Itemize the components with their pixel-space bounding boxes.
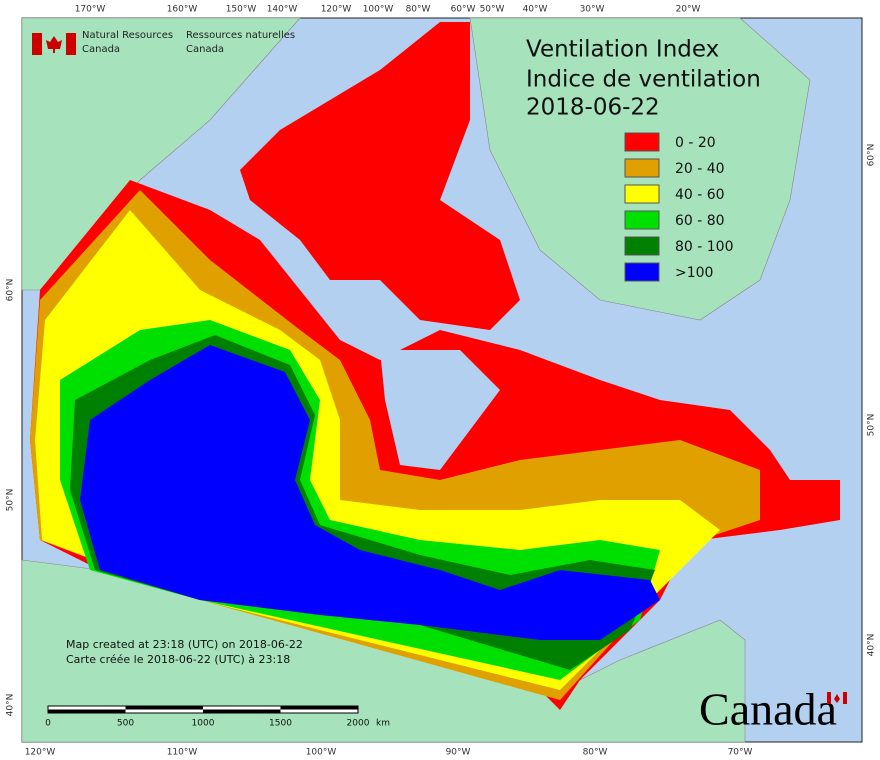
flag-leaf	[834, 694, 840, 703]
date: 2018-06-22	[526, 95, 660, 121]
alaska	[21, 17, 301, 291]
legend-label: 40 - 60	[675, 187, 725, 203]
latitude-label: 50°N	[6, 489, 16, 512]
longitude-label: 30°W	[580, 5, 605, 15]
scale-bar-segment	[280, 706, 358, 710]
longitude-label: 100°W	[363, 5, 394, 15]
latitude-label: 50°N	[867, 414, 877, 437]
title: Ventilation Index	[526, 37, 719, 63]
legend-swatch	[624, 184, 660, 204]
flag-bar	[32, 33, 42, 55]
agency-name: Canada	[186, 44, 224, 55]
longitude-label: 70°W	[728, 748, 753, 758]
hudson-bay	[380, 350, 500, 470]
flag-bar	[827, 692, 831, 704]
scale-label: 1500	[269, 719, 292, 729]
note: Map created at 23:18 (UTC) on 2018-06-22	[66, 638, 303, 651]
longitude-label: 170°W	[75, 5, 106, 15]
legend-label: 60 - 80	[675, 213, 725, 229]
legend-label: 0 - 20	[675, 135, 716, 151]
flag-bar	[66, 33, 76, 55]
longitude-label: 100°W	[306, 748, 337, 758]
longitude-label: 50°W	[480, 5, 505, 15]
longitude-label: 110°W	[167, 748, 198, 758]
scale-bar-segment	[48, 709, 126, 713]
longitude-label: 160°W	[167, 5, 198, 15]
legend-swatch	[624, 262, 660, 282]
agency-name: Ressources naturelles	[186, 30, 295, 41]
legend-swatch	[624, 132, 660, 152]
latitude-label: 60°N	[867, 144, 877, 167]
latitude-label: 40°N	[867, 634, 877, 657]
flag-logo	[32, 33, 76, 55]
wordmark-flag	[827, 692, 847, 704]
scale-label: 500	[117, 719, 134, 729]
longitude-label: 140°W	[267, 5, 298, 15]
longitude-label: 120°W	[25, 748, 56, 758]
legend-label: 20 - 40	[675, 161, 725, 177]
wordmark: Canada	[699, 684, 837, 735]
longitude-label: 20°W	[676, 5, 701, 15]
agency-name: Canada	[82, 44, 120, 55]
legend-swatch	[624, 158, 660, 178]
longitude-label: 40°W	[523, 5, 548, 15]
longitude-label: 80°W	[583, 748, 608, 758]
scale-label: 1000	[192, 719, 215, 729]
scale-unit: km	[376, 719, 390, 729]
longitude-label: 90°W	[446, 748, 471, 758]
longitude-label: 120°W	[321, 5, 352, 15]
index-field	[30, 22, 840, 710]
arctic-islands	[240, 22, 520, 330]
scale-label: 0	[45, 719, 51, 729]
longitude-label: 80°W	[406, 5, 431, 15]
latitude-label: 60°N	[6, 279, 16, 302]
flag-bar	[843, 692, 847, 704]
band-over-100	[80, 345, 660, 640]
note: Carte créée le 2018-06-22 (UTC) à 23:18	[66, 653, 290, 666]
legend-label: >100	[675, 265, 713, 281]
latitude-label: 40°N	[6, 694, 16, 717]
scale-bar-segment	[125, 706, 203, 710]
legend-swatch	[624, 236, 660, 256]
title: Indice de ventilation	[526, 67, 761, 93]
longitude-label: 150°W	[226, 5, 257, 15]
agency-name: Natural Resources	[82, 30, 173, 41]
legend-swatch	[624, 210, 660, 230]
scale-label: 2000	[347, 719, 370, 729]
scale-bar-segment	[203, 709, 281, 713]
legend-label: 80 - 100	[675, 239, 734, 255]
longitude-label: 60°W	[451, 5, 476, 15]
flag-leaf	[46, 36, 62, 53]
